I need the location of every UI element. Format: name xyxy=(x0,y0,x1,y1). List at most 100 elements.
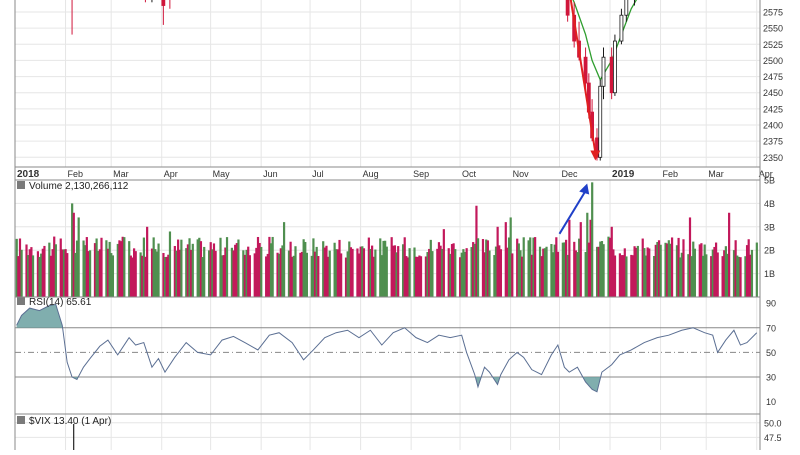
x-tick-label: 2018 xyxy=(17,169,40,180)
volume-bar xyxy=(43,245,46,297)
volume-bar xyxy=(496,226,499,297)
volume-legend-swatch xyxy=(17,181,25,189)
y-tick-label: 2400 xyxy=(763,121,783,131)
vix-label: $VIX 13.40 (1 Apr) xyxy=(29,416,111,427)
rsi-oversold-fill xyxy=(582,377,601,392)
volume-bar xyxy=(648,248,651,297)
volume-bar xyxy=(744,256,747,297)
volume-bar xyxy=(305,252,309,297)
volume-bar xyxy=(693,248,696,297)
y-tick-label: 2350 xyxy=(763,153,783,163)
volume-bar xyxy=(724,246,727,297)
volume-bar xyxy=(534,237,537,297)
volume-bar xyxy=(609,237,612,297)
candle-body xyxy=(613,40,617,94)
volume-bar xyxy=(118,240,121,297)
volume-bar xyxy=(654,244,657,297)
volume-bar xyxy=(53,236,56,297)
volume-bar xyxy=(687,254,690,297)
volume-bar xyxy=(299,252,302,297)
volume-bar xyxy=(287,250,291,297)
rsi-oversold-fill xyxy=(475,377,482,387)
decline-arrow-line xyxy=(569,0,597,153)
candle-body xyxy=(565,0,570,16)
volume-bar xyxy=(415,256,418,297)
volume-bar xyxy=(100,237,103,297)
volume-bar xyxy=(447,248,450,297)
volume-bar xyxy=(653,255,656,297)
volume-bar xyxy=(586,212,589,297)
volume-bar xyxy=(222,255,225,297)
volume-bar xyxy=(95,238,98,297)
volume-bar xyxy=(84,245,87,297)
date-axis-strip xyxy=(0,167,800,180)
volume-bar xyxy=(550,244,553,297)
volume-bar xyxy=(253,253,256,297)
volume-bar xyxy=(128,241,131,297)
volume-bar xyxy=(418,255,421,297)
volume-bar xyxy=(498,245,501,297)
volume-bar xyxy=(555,237,558,297)
volume-bar xyxy=(361,246,364,297)
x-tick-label: Oct xyxy=(462,169,477,179)
volume-bar xyxy=(561,242,564,297)
volume-bar xyxy=(392,245,395,297)
volume-bar xyxy=(613,255,617,297)
volume-bar xyxy=(633,246,636,297)
candle-body xyxy=(624,0,629,16)
volume-bar xyxy=(431,251,434,297)
vix-grid xyxy=(14,414,760,450)
volume-bar xyxy=(538,246,542,297)
volume-bar xyxy=(351,248,354,297)
y-tick-label: 3B xyxy=(764,222,775,232)
volume-bar xyxy=(574,250,577,297)
volume-bar xyxy=(322,241,325,297)
volume-bar xyxy=(292,255,295,297)
volume-bar xyxy=(711,249,714,297)
volume-bar xyxy=(64,249,67,297)
volume-bar xyxy=(87,251,90,297)
volume-bar xyxy=(178,249,181,297)
volume-bar xyxy=(436,248,439,297)
volume-bar xyxy=(110,253,113,297)
volume-bar xyxy=(66,253,69,297)
y-tick-label: 90 xyxy=(766,299,776,309)
volume-bar xyxy=(602,244,605,297)
volume-bar xyxy=(646,247,649,297)
volume-bar xyxy=(705,254,708,297)
volume-bar xyxy=(406,257,410,297)
volume-bar xyxy=(71,203,74,297)
volume-bar xyxy=(700,243,703,297)
volume-bars xyxy=(15,182,758,297)
volume-bar xyxy=(384,240,387,297)
volume-bar xyxy=(745,245,749,297)
volume-bar xyxy=(644,255,648,297)
volume-bar xyxy=(36,251,40,297)
volume-bar xyxy=(473,243,476,297)
volume-bar xyxy=(506,247,509,297)
volume-bar xyxy=(155,251,159,297)
price-marks xyxy=(71,0,638,161)
volume-bar xyxy=(507,237,511,297)
volume-bar xyxy=(682,239,685,297)
x-tick-label: Jul xyxy=(312,169,324,179)
volume-bar xyxy=(344,257,348,297)
volume-bar xyxy=(623,248,626,297)
volume-spike-arrow-line xyxy=(558,190,587,235)
volume-bar xyxy=(302,239,305,297)
volume-bar xyxy=(173,245,176,297)
y-tick-label: 2525 xyxy=(763,40,783,50)
price-axis: 2350 2375 2400 2425 2450 2475 2500 2525 2550 2575… xyxy=(763,0,783,163)
volume-bar xyxy=(382,240,385,297)
volume-bar xyxy=(556,251,560,297)
date-axis: 2018 Feb Mar Apr May Jun Jul Aug Sep Oct Nov Dec 201… xyxy=(0,167,800,180)
vix-legend: $VIX 13.40 (1 Apr) xyxy=(17,416,111,427)
volume-bar xyxy=(150,248,154,297)
rsi-line xyxy=(16,303,758,393)
volume-bar xyxy=(579,222,582,297)
volume-bar xyxy=(281,245,284,297)
volume-bar xyxy=(31,255,35,297)
volume-bar xyxy=(185,248,188,297)
volume-bar xyxy=(630,254,633,297)
